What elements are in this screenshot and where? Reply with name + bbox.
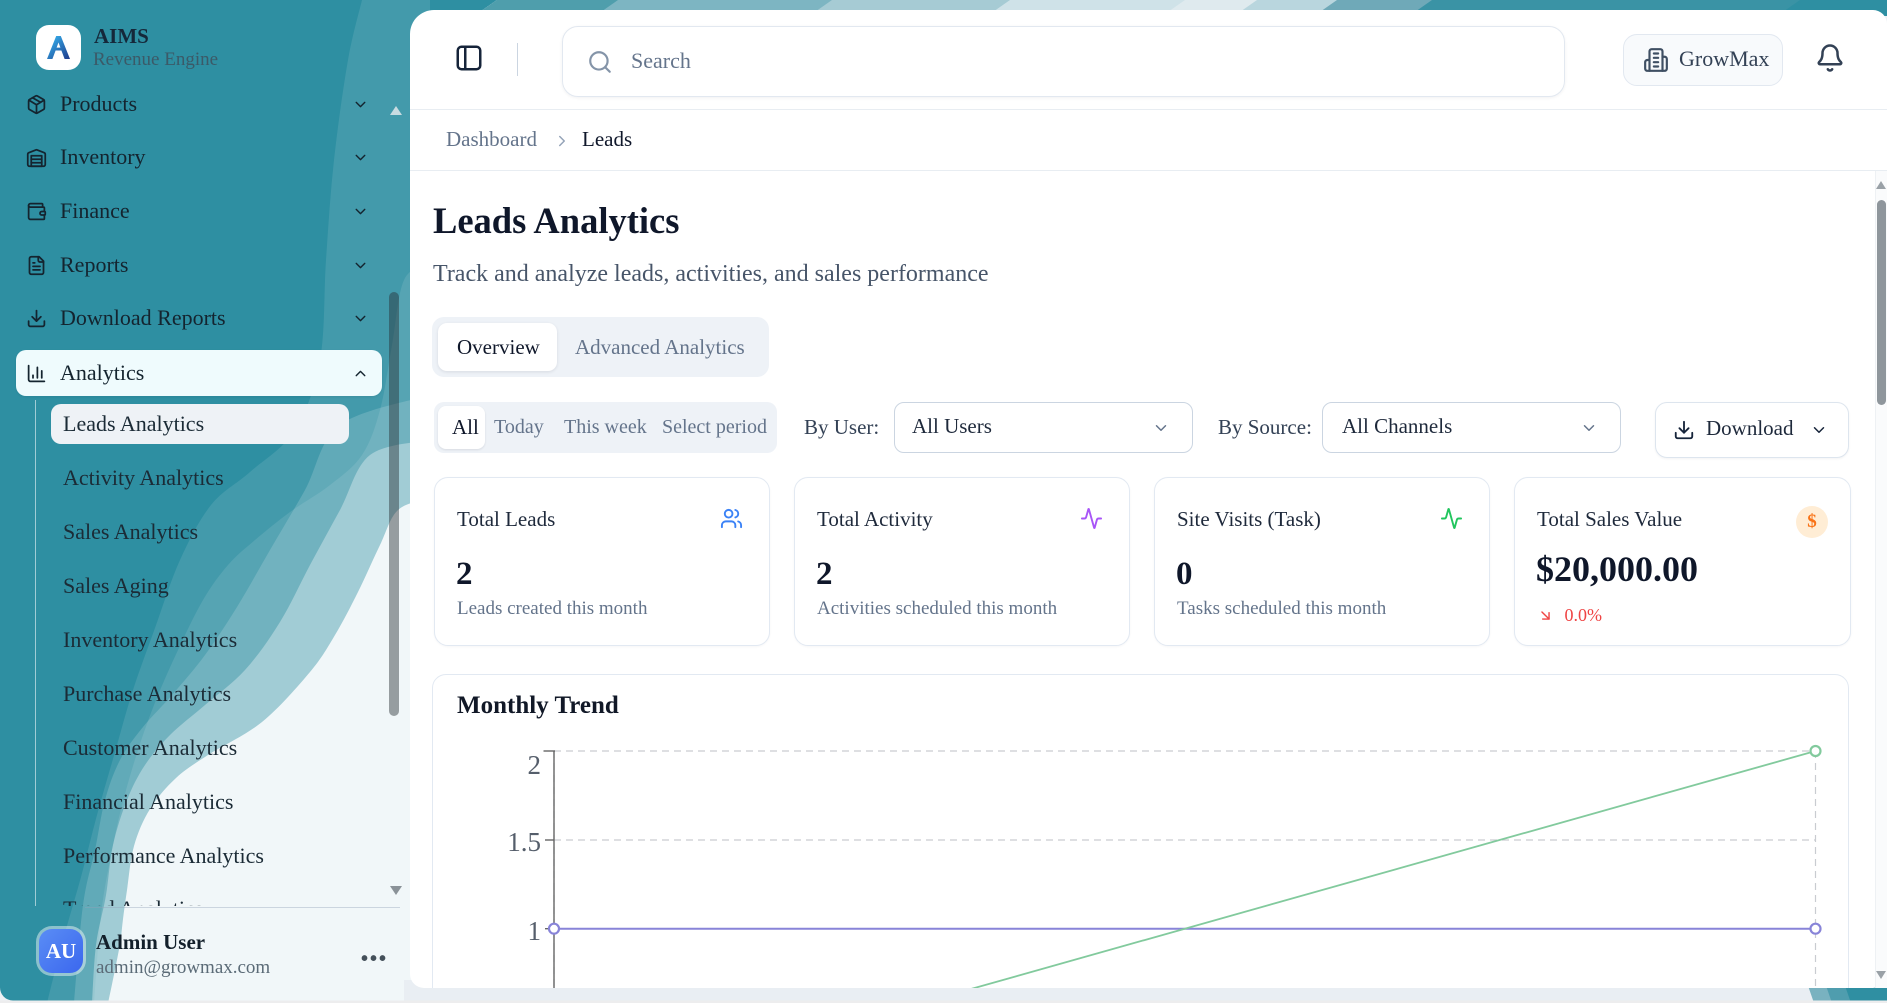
svg-text:1.5: 1.5 xyxy=(507,827,541,857)
svg-text:2: 2 xyxy=(528,750,542,780)
svg-text:1: 1 xyxy=(528,916,542,946)
